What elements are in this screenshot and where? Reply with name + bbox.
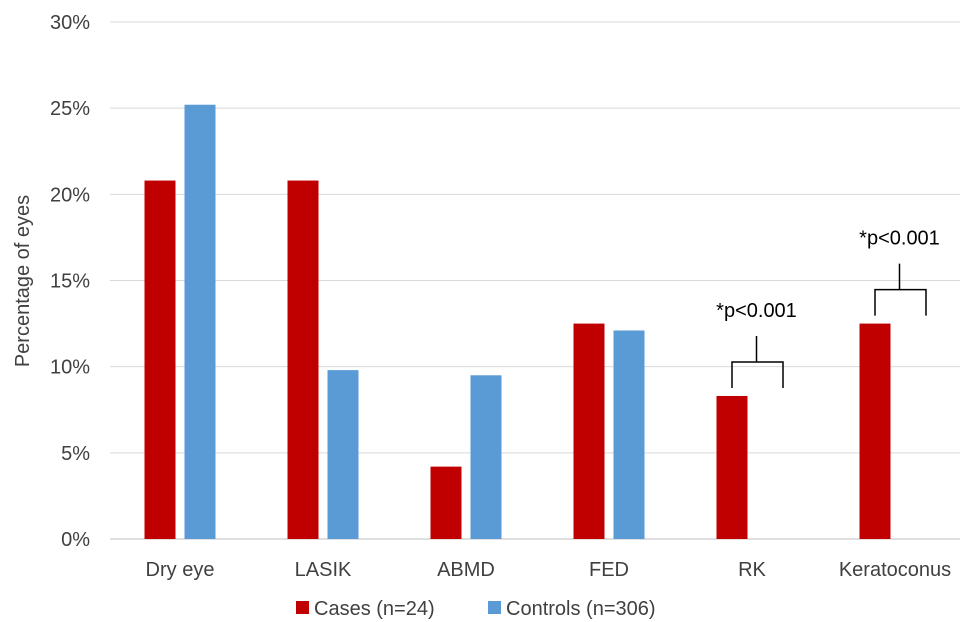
x-category-label: Keratoconus — [839, 559, 951, 581]
annotations: *p<0.001 *p<0.001 — [716, 228, 940, 388]
significance-label: *p<0.001 — [716, 300, 797, 322]
bar-controls-fed — [613, 330, 645, 539]
bar-controls-lasik — [327, 370, 359, 539]
x-axis-categories: Dry eye LASIK ABMD FED RK Keratoconus — [146, 559, 952, 581]
x-category-label: Dry eye — [146, 559, 215, 581]
bar-cases-keratoconus — [859, 323, 891, 539]
legend-swatch — [296, 601, 309, 614]
x-category-label: RK — [738, 559, 766, 581]
legend-label: Cases (n=24) — [314, 598, 435, 620]
legend-swatch — [488, 601, 501, 614]
legend: Cases (n=24) Controls (n=306) — [296, 598, 656, 620]
x-category-label: FED — [589, 559, 629, 581]
gridlines — [110, 21, 960, 540]
significance-label: *p<0.001 — [859, 228, 940, 250]
significance-bracket — [874, 263, 927, 316]
y-axis-ticks: 0% 5% 10% 15% 20% 25% 30% — [50, 12, 90, 551]
y-tick-label: 0% — [61, 529, 90, 551]
bar-controls-dry-eye — [184, 104, 216, 539]
legend-label: Controls (n=306) — [506, 598, 656, 620]
y-tick-label: 15% — [50, 271, 90, 293]
y-tick-label: 5% — [61, 443, 90, 465]
y-tick-label: 25% — [50, 98, 90, 120]
y-axis-label: Percentage of eyes — [12, 195, 34, 367]
y-tick-label: 20% — [50, 184, 90, 206]
bar-cases-fed — [573, 323, 605, 539]
bars — [144, 104, 891, 539]
significance-bracket — [731, 335, 784, 388]
bar-controls-abmd — [470, 375, 502, 539]
bar-cases-rk — [716, 395, 748, 539]
y-tick-label: 10% — [50, 357, 90, 379]
y-tick-label: 30% — [50, 12, 90, 34]
x-category-label: LASIK — [295, 559, 352, 581]
bar-cases-abmd — [430, 466, 462, 539]
bar-cases-lasik — [287, 180, 319, 539]
bar-cases-dry-eye — [144, 180, 176, 539]
x-category-label: ABMD — [437, 559, 495, 581]
